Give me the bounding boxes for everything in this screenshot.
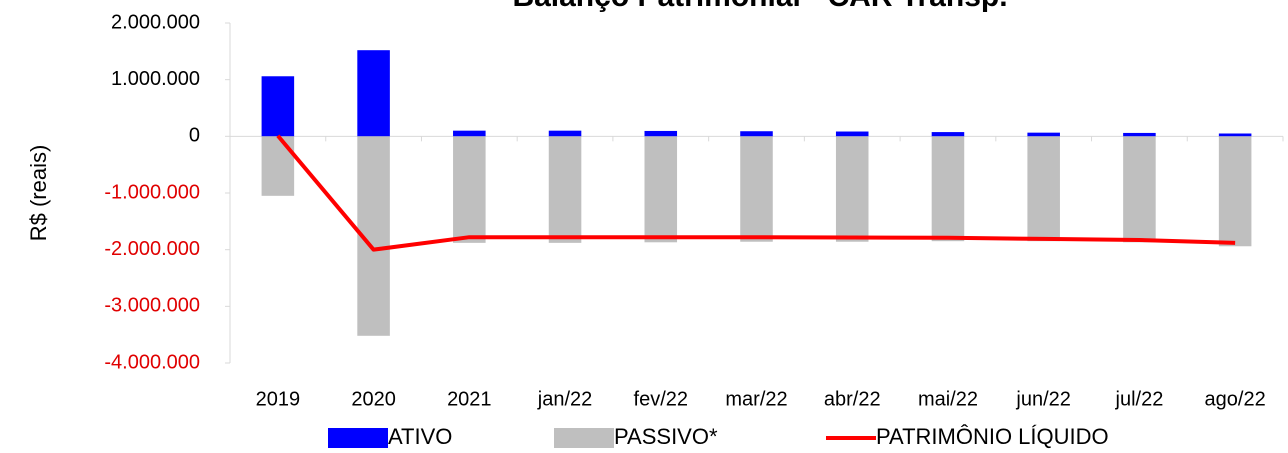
bar (740, 136, 773, 242)
x-tick-label: 2020 (351, 388, 396, 410)
x-tick-label: jun/22 (1015, 388, 1071, 410)
bar (453, 136, 486, 243)
bar (548, 130, 582, 137)
legend-swatch (328, 428, 388, 448)
bar (835, 131, 869, 137)
x-tick-label: ago/22 (1205, 388, 1266, 410)
y-tick-label: 1.000.000 (111, 68, 200, 90)
y-tick-label: 0 (189, 125, 200, 147)
x-tick-label: fev/22 (634, 388, 688, 410)
line (276, 134, 1236, 252)
legend-label: PASSIVO* (614, 424, 718, 449)
x-tick-label: jul/22 (1115, 388, 1164, 410)
y-tick-label: -3.000.000 (104, 295, 200, 317)
x-tick-label: 2019 (256, 388, 301, 410)
bar (644, 130, 678, 137)
bar (1123, 132, 1156, 137)
x-tick-label: 2021 (447, 388, 492, 410)
bar (453, 130, 486, 137)
bar (261, 136, 295, 196)
bar (1218, 136, 1252, 247)
bar (357, 50, 390, 137)
y-tick-label: -1.000.000 (104, 181, 200, 203)
bar (644, 136, 678, 243)
x-tick-label: abr/22 (824, 388, 881, 410)
bar (835, 136, 869, 242)
y-axis-label: R$ (reais) (26, 145, 51, 242)
y-tick-label: -4.000.000 (104, 351, 200, 373)
bar (1218, 133, 1252, 137)
y-tick-label: 2.000.000 (111, 11, 200, 33)
bar (1123, 136, 1156, 243)
legend-label: ATIVO (388, 424, 452, 449)
y-tick-label: -2.000.000 (104, 238, 200, 260)
bar (261, 76, 295, 137)
bar (1027, 136, 1060, 242)
chart-title: Balanço Patrimonial - CAR Transp. (512, 0, 1007, 13)
legend-swatch (554, 428, 614, 448)
bar (548, 136, 582, 243)
x-tick-label: mar/22 (725, 388, 787, 410)
bar (740, 131, 773, 137)
bar (1027, 132, 1060, 137)
bar (931, 132, 965, 137)
bar (931, 136, 965, 242)
x-tick-label: jan/22 (537, 388, 593, 410)
x-tick-label: mai/22 (918, 388, 978, 410)
legend-label: PATRIMÔNIO LÍQUIDO (876, 424, 1109, 449)
